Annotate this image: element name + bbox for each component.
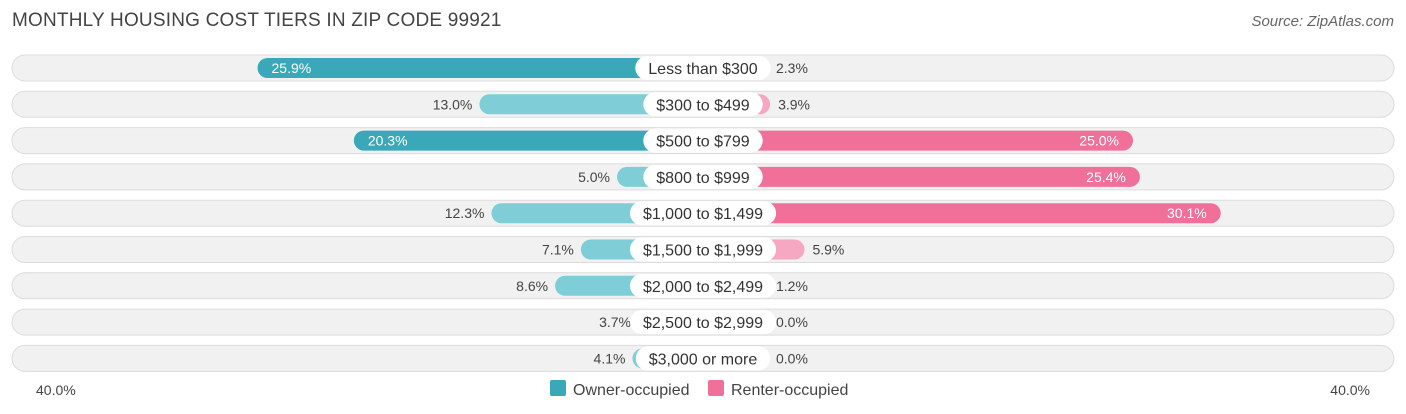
legend-renter-swatch — [708, 380, 724, 396]
category-label: $2,500 to $2,999 — [643, 315, 763, 332]
renter-value-label: 25.4% — [1086, 169, 1126, 185]
owner-value-label: 3.7% — [599, 314, 631, 330]
chart-row: 20.3% 25.0% $500 to $799 — [11, 127, 1395, 155]
category-label: $300 to $499 — [656, 97, 750, 114]
chart-row: 25.9% 2.3% Less than $300 — [11, 54, 1395, 82]
owner-value-label: 13.0% — [433, 96, 473, 112]
owner-value-label: 8.6% — [516, 278, 548, 294]
owner-bar — [257, 58, 703, 78]
category-label-pill — [629, 201, 777, 226]
category-label: $800 to $999 — [656, 170, 750, 187]
source-label: Source: ZipAtlas.com — [1251, 13, 1394, 30]
renter-value-label: 1.2% — [776, 278, 808, 294]
chart-row: 5.0% 25.4% $800 to $999 — [11, 163, 1395, 191]
category-label: $3,000 or more — [649, 351, 758, 368]
owner-value-label: 4.1% — [594, 350, 626, 366]
renter-value-label: 5.9% — [812, 242, 844, 258]
chart-row: 12.3% 30.1% $1,000 to $1,499 — [11, 199, 1395, 227]
legend-owner-label: Owner-occupied — [573, 382, 690, 399]
chart-row: 13.0% 3.9% $300 to $499 — [11, 90, 1395, 118]
chart-row: 3.7% 0.0% $2,500 to $2,999 — [11, 308, 1395, 336]
renter-value-label: 0.0% — [776, 350, 808, 366]
category-label-pill — [643, 128, 763, 153]
category-label-pill — [643, 92, 763, 117]
category-label: $500 to $799 — [656, 134, 750, 151]
category-label: $2,000 to $2,499 — [643, 279, 763, 296]
owner-value-label: 12.3% — [445, 205, 485, 221]
owner-value-label: 25.9% — [272, 60, 312, 76]
renter-bar — [703, 203, 1221, 224]
owner-value-label: 7.1% — [542, 242, 574, 258]
category-label-pill — [635, 346, 771, 371]
renter-value-label: 0.0% — [776, 314, 808, 330]
category-label-pill — [629, 310, 777, 335]
renter-value-label: 30.1% — [1167, 205, 1207, 221]
owner-value-label: 20.3% — [368, 133, 408, 149]
renter-value-label: 3.9% — [778, 96, 810, 112]
axis-right-label: 40.0% — [1330, 382, 1370, 398]
category-label: Less than $300 — [648, 61, 758, 78]
category-label-pill — [643, 164, 763, 189]
renter-bar — [703, 166, 1140, 187]
chart-row: 7.1% 5.9% $1,500 to $1,999 — [11, 236, 1395, 263]
chart-row: 8.6% 1.2% $2,000 to $2,499 — [11, 272, 1395, 300]
category-label-pill — [629, 237, 777, 262]
rows-layer: 25.9% 2.3% Less than $300 13.0% 3.9% $300 to … — [11, 54, 1395, 372]
owner-bar — [353, 130, 703, 151]
axis-left-label: 40.0% — [36, 382, 76, 398]
category-label: $1,500 to $1,999 — [643, 243, 763, 260]
legend: Owner-occupied Renter-occupied — [550, 380, 848, 399]
legend-owner-swatch — [550, 380, 566, 396]
legend-renter-label: Renter-occupied — [731, 382, 848, 399]
category-label-pill — [629, 273, 777, 298]
chart-row: 4.1% 0.0% $3,000 or more — [11, 344, 1395, 372]
renter-bar — [703, 130, 1133, 151]
owner-value-label: 5.0% — [578, 169, 610, 185]
renter-value-label: 25.0% — [1079, 133, 1119, 149]
category-label: $1,000 to $1,499 — [643, 206, 763, 223]
renter-value-label: 2.3% — [776, 60, 808, 76]
category-label-pill — [635, 56, 771, 80]
chart-title: MONTHLY HOUSING COST TIERS IN ZIP CODE 9… — [12, 10, 502, 31]
